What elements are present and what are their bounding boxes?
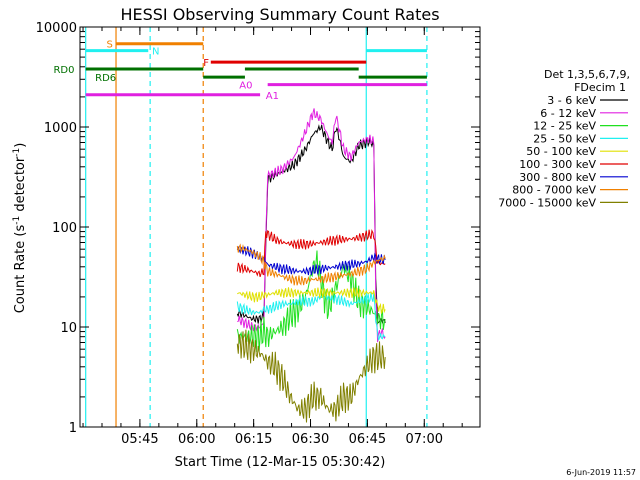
series-line-4 — [237, 287, 386, 314]
x-tick-label-2: 06:15 — [235, 432, 272, 447]
y-tick-label-2: 100 — [52, 221, 77, 236]
y-axis-label-main: Count Rate (s — [13, 225, 28, 314]
state-label-0: S — [107, 40, 113, 51]
legend-label-5: 100 - 300 keV — [519, 158, 596, 171]
legend-header-2: FDecim 1 — [574, 81, 626, 94]
y-axis-label: Count Rate (s-1 detector-1) — [12, 143, 28, 314]
legend-label-7: 800 - 7000 keV — [512, 184, 596, 197]
series-line-7 — [236, 243, 386, 286]
x-tick-label-5: 07:00 — [406, 432, 443, 447]
axes — [79, 26, 481, 428]
series-line-5 — [236, 228, 386, 278]
y-axis-label-end: ) — [13, 143, 28, 148]
legend-label-0: 3 - 6 keV — [547, 94, 596, 107]
y-tick-label-0: 1 — [69, 421, 77, 436]
series-line-3 — [236, 292, 386, 341]
legend-label-6: 300 - 800 keV — [519, 171, 596, 184]
y-tick-label-4: 10000 — [36, 21, 77, 36]
series-line-1 — [237, 108, 386, 343]
series-line-0 — [236, 124, 386, 324]
state-label-6: RD6 — [95, 73, 116, 84]
plot-frame — [79, 26, 481, 428]
state-vertical-lines — [85, 27, 428, 427]
state-label-3: F — [203, 58, 209, 69]
series-lines — [236, 108, 386, 423]
x-tick-label-3: 06:30 — [292, 432, 329, 447]
state-label-4: RD0 — [53, 65, 74, 76]
legend-label-2: 12 - 25 keV — [533, 120, 596, 133]
series-line-8 — [236, 329, 386, 423]
legend-label-4: 50 - 100 keV — [526, 145, 596, 158]
y-tick-label-1: 10 — [60, 321, 77, 336]
y-axis-label-sup1: -1 — [12, 216, 22, 225]
state-label-1: N — [152, 47, 159, 58]
x-axis-label: Start Time (12-Mar-15 05:30:42) — [175, 455, 386, 470]
y-tick-label-3: 1000 — [44, 121, 77, 136]
legend-header-1: Det 1,3,5,6,7,9, — [544, 68, 630, 81]
x-tick-label-0: 05:45 — [121, 432, 158, 447]
y-axis-label-sup2: -1 — [12, 148, 22, 157]
axis-ticks: 05:45 06:00 06:15 06:30 06:45 07:00 1 10 100 1000… — [36, 21, 480, 447]
legend-label-1: 6 - 12 keV — [540, 107, 596, 120]
x-tick-label-1: 06:00 — [178, 432, 215, 447]
state-label-8: A0 — [239, 81, 252, 92]
y-axis-label-mid: detector — [13, 156, 28, 216]
footer-timestamp: 6-Jun-2019 11:57 — [566, 468, 636, 477]
state-label-9: A1 — [266, 91, 279, 102]
state-bars: S N F RD0 RD6 A0 A1 — [53, 40, 427, 102]
x-tick-label-4: 06:45 — [349, 432, 386, 447]
legend-label-8: 7000 - 15000 keV — [498, 196, 596, 209]
chart-title: HESSI Observing Summary Count Rates — [120, 5, 439, 24]
legend-label-3: 25 - 50 keV — [533, 132, 596, 145]
